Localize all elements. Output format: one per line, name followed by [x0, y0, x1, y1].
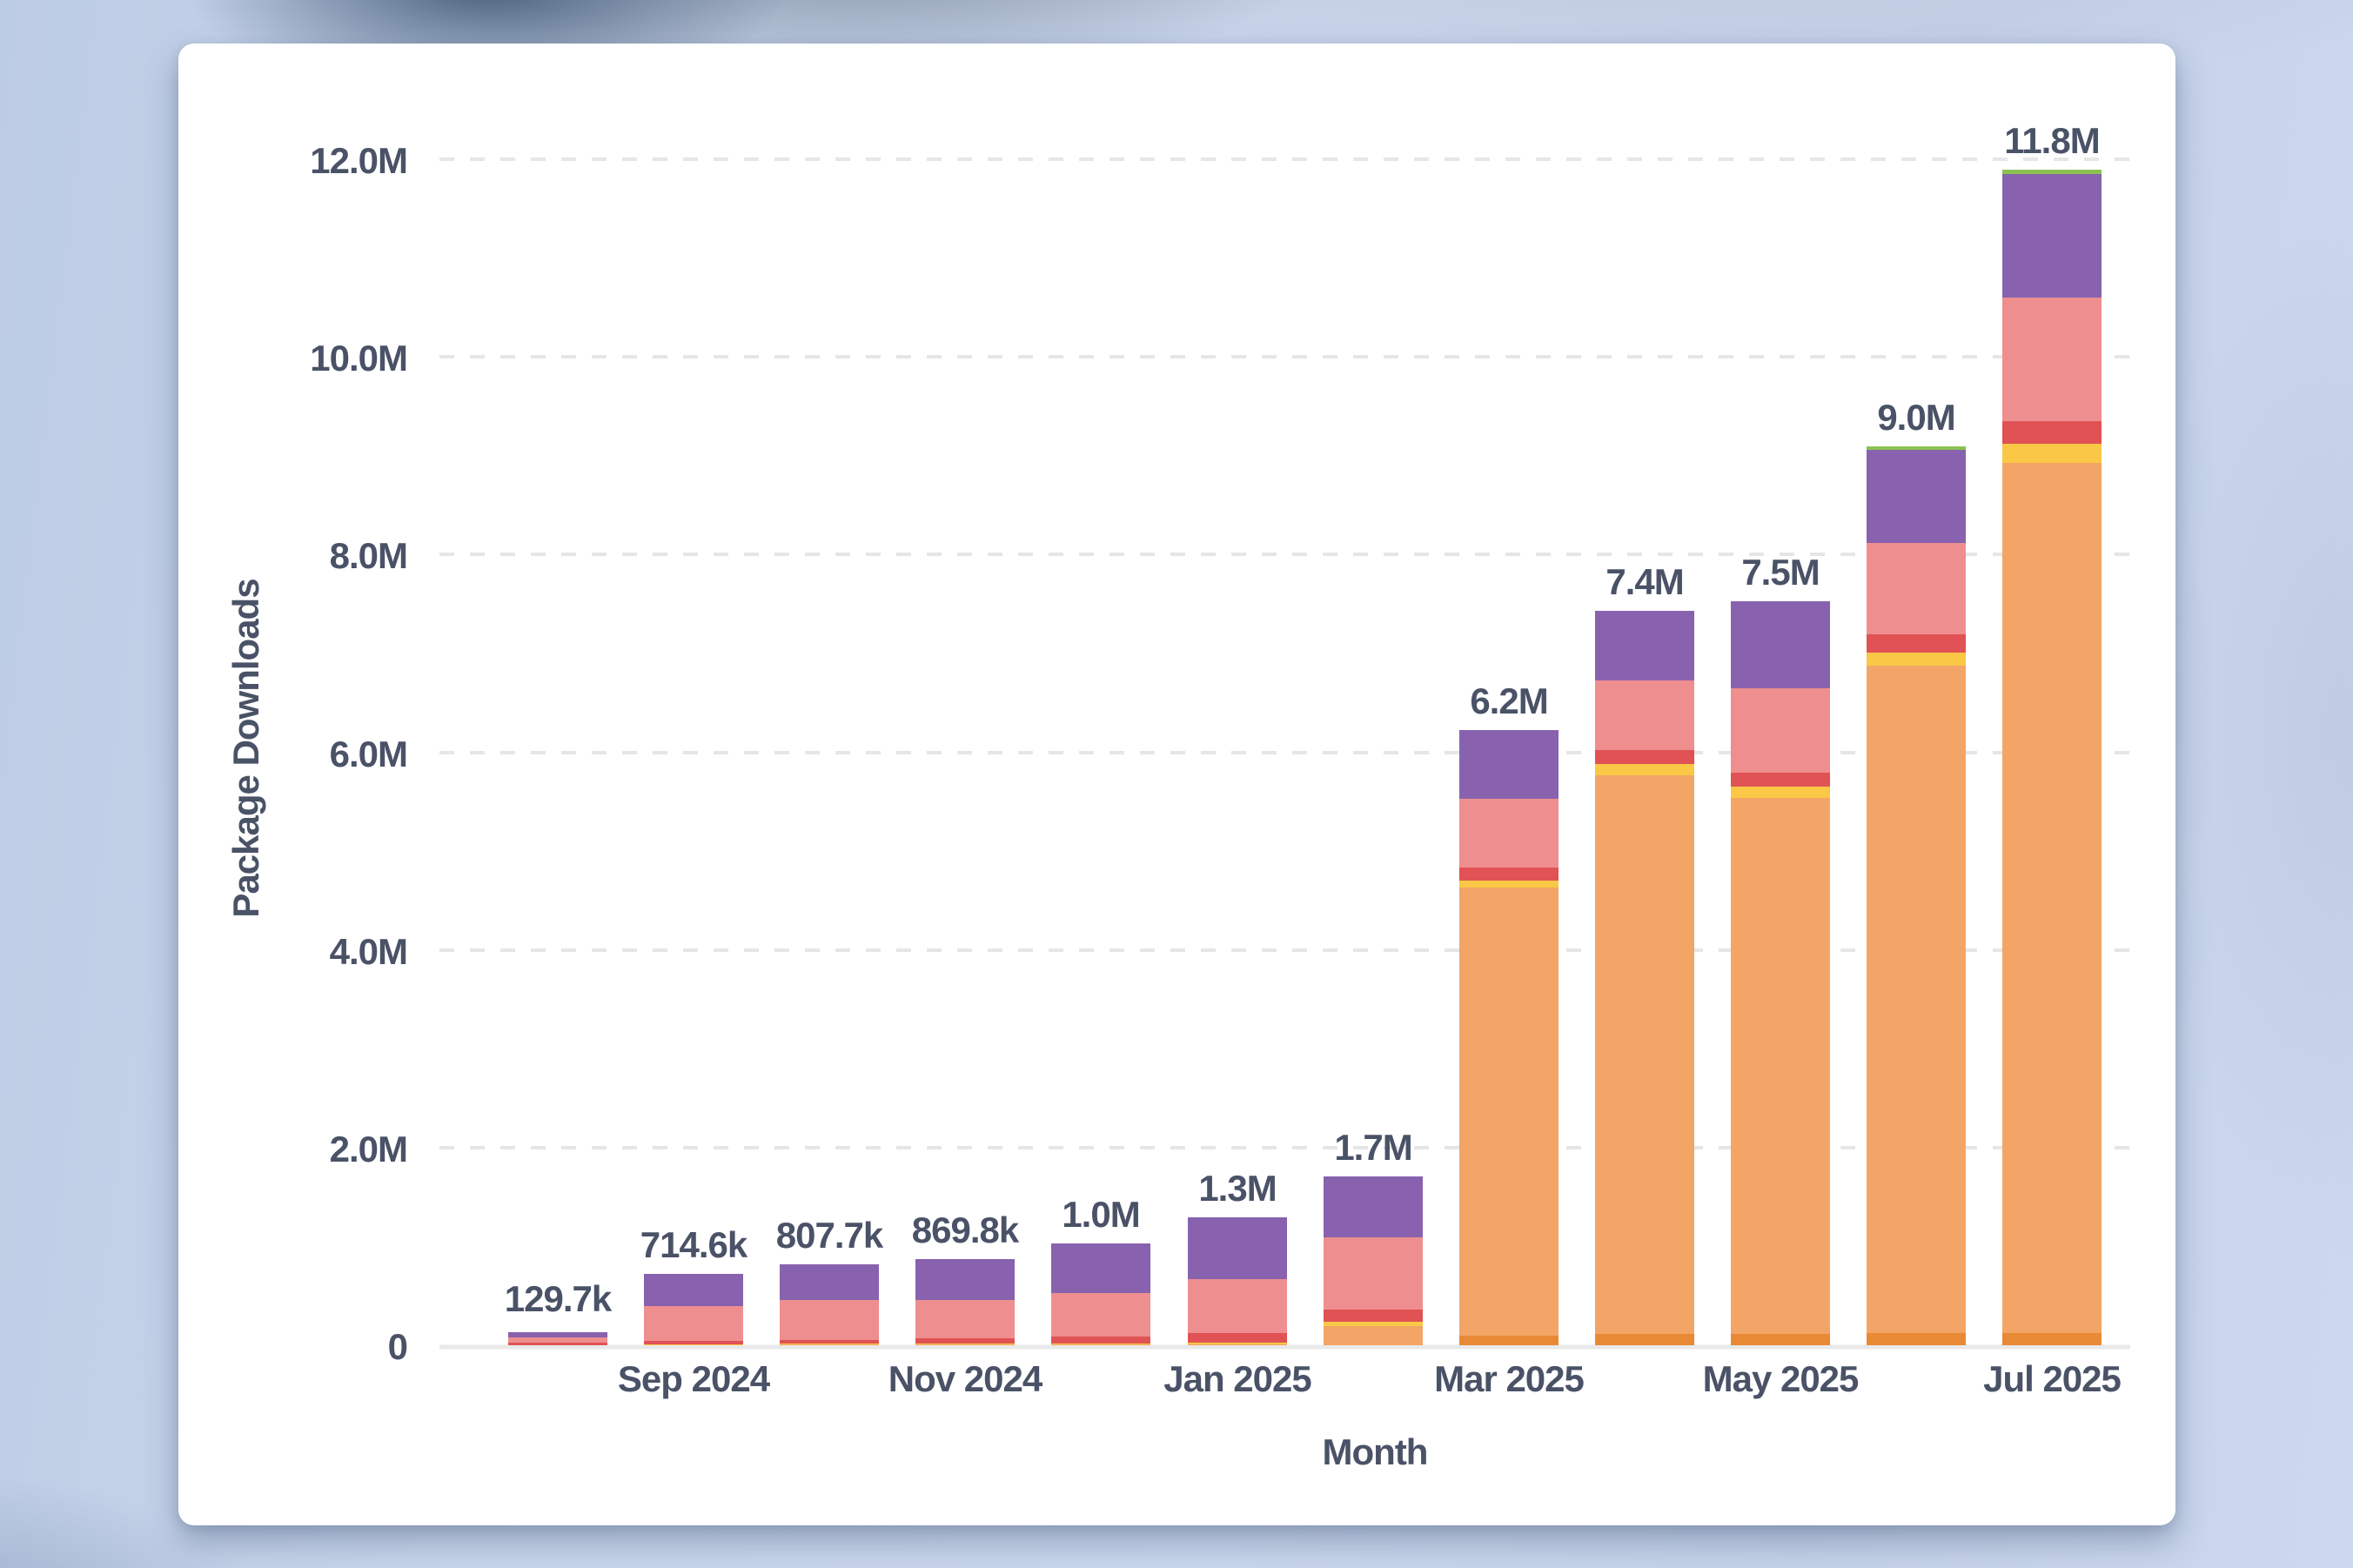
- svg-text:Nov 2024: Nov 2024: [888, 1358, 1043, 1399]
- svg-text:Package Downloads: Package Downloads: [225, 579, 266, 917]
- svg-text:869.8k: 869.8k: [912, 1210, 1020, 1250]
- svg-text:7.4M: 7.4M: [1606, 561, 1683, 602]
- svg-text:Sep 2024: Sep 2024: [618, 1358, 771, 1399]
- svg-text:807.7k: 807.7k: [776, 1215, 884, 1256]
- svg-text:4.0M: 4.0M: [330, 931, 407, 972]
- svg-text:10.0M: 10.0M: [310, 338, 407, 379]
- svg-text:7.5M: 7.5M: [1741, 552, 1819, 593]
- svg-text:Jul 2025: Jul 2025: [1983, 1358, 2121, 1399]
- svg-text:0: 0: [388, 1326, 407, 1367]
- svg-text:2.0M: 2.0M: [330, 1129, 407, 1169]
- svg-text:Month: Month: [1323, 1431, 1428, 1472]
- svg-text:714.6k: 714.6k: [640, 1224, 748, 1265]
- svg-text:129.7k: 129.7k: [505, 1278, 613, 1319]
- svg-text:8.0M: 8.0M: [330, 535, 407, 576]
- svg-text:12.0M: 12.0M: [310, 140, 407, 181]
- svg-text:1.0M: 1.0M: [1062, 1194, 1139, 1235]
- svg-text:6.2M: 6.2M: [1470, 680, 1547, 721]
- svg-text:May 2025: May 2025: [1703, 1358, 1859, 1399]
- svg-text:Mar 2025: Mar 2025: [1434, 1358, 1584, 1399]
- svg-text:11.8M: 11.8M: [2004, 120, 2099, 161]
- svg-text:9.0M: 9.0M: [1877, 397, 1954, 438]
- svg-text:1.7M: 1.7M: [1334, 1127, 1411, 1168]
- svg-text:1.3M: 1.3M: [1198, 1168, 1276, 1209]
- svg-text:Jan 2025: Jan 2025: [1163, 1358, 1311, 1399]
- svg-text:6.0M: 6.0M: [330, 734, 407, 774]
